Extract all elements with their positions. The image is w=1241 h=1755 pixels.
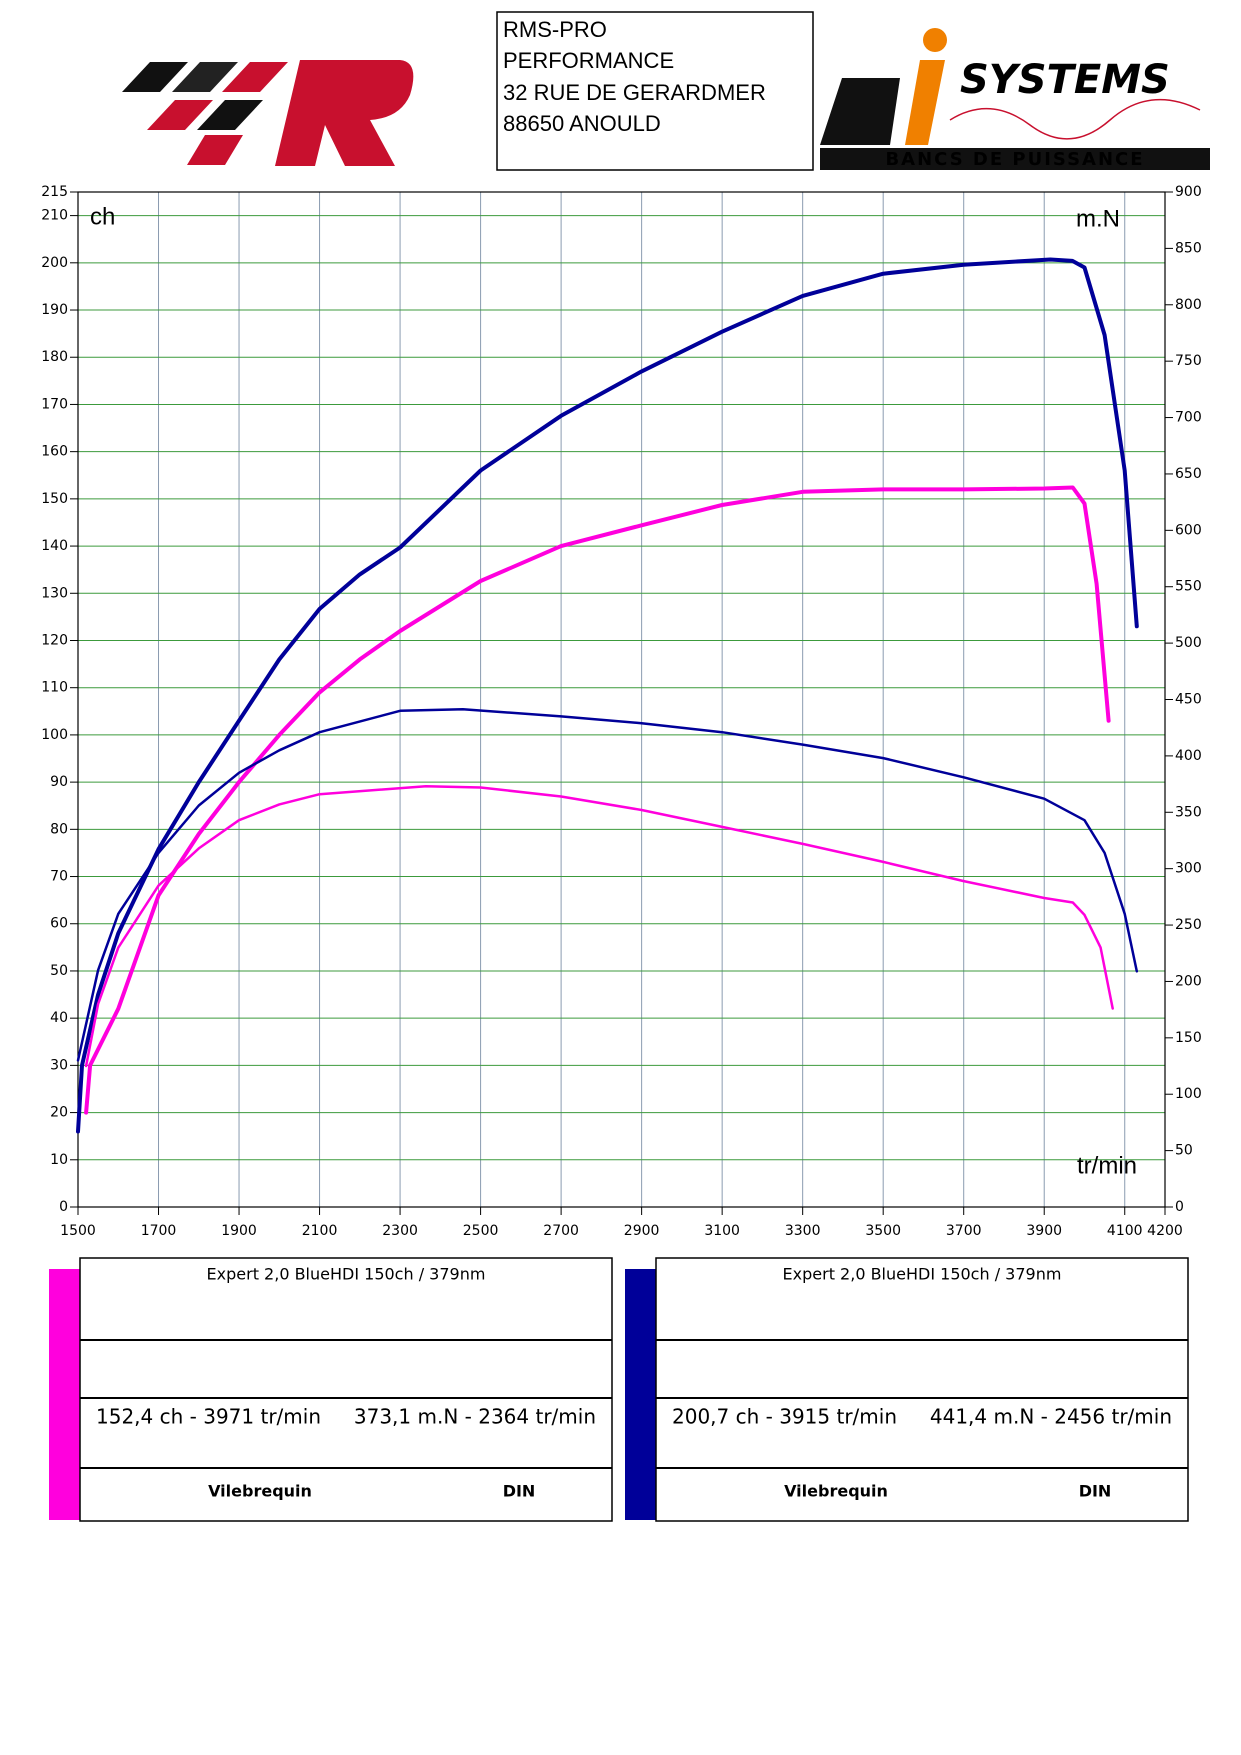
x-tick-label: 2300 <box>382 1223 418 1239</box>
x-tick-label: 3300 <box>785 1223 821 1239</box>
logo-right: SYSTEMS BANCS DE PUISSANCE <box>820 28 1210 170</box>
y-tick-label: 215 <box>41 184 68 200</box>
y2-tick-label: 400 <box>1175 748 1202 764</box>
series-line <box>76 257 1139 1134</box>
logo-left <box>122 60 414 166</box>
y2-tick-label: 450 <box>1175 692 1202 708</box>
y-tick-label: 190 <box>41 302 68 318</box>
y-tick-label: 100 <box>41 727 68 743</box>
x-tick-label: 2100 <box>302 1223 338 1239</box>
y2-tick-label: 750 <box>1175 353 1202 369</box>
x-tick-label: 2500 <box>463 1223 499 1239</box>
y2-tick-label: 0 <box>1175 1199 1184 1215</box>
y-tick-label: 170 <box>41 396 68 412</box>
plot-frame <box>77 191 1166 1208</box>
y-tick-label: 10 <box>50 1152 68 1168</box>
y-tick-label: 20 <box>50 1105 68 1121</box>
header-line: 32 RUE DE GERARDMER <box>503 80 766 105</box>
x-tick-label: 4100 <box>1107 1223 1143 1239</box>
y-axis-label: ch <box>90 203 115 230</box>
y-tick-label: 0 <box>59 1199 68 1215</box>
y-tick-label: 130 <box>41 585 68 601</box>
x-tick-label: 2700 <box>543 1223 579 1239</box>
y2-tick-label: 300 <box>1175 861 1202 877</box>
y-tick-label: 140 <box>41 538 68 554</box>
header-line: 88650 ANOULD <box>503 111 661 136</box>
y2-tick-label: 250 <box>1175 917 1202 933</box>
x-tick-label: 3700 <box>946 1223 982 1239</box>
x-tick-label: 3500 <box>865 1223 901 1239</box>
legend-title: Expert 2,0 BlueHDI 150ch / 379nm <box>207 1265 486 1284</box>
y2-tick-label: 900 <box>1175 184 1202 200</box>
logo-subtitle: BANCS DE PUISSANCE <box>885 149 1144 170</box>
x-tick-label: 1900 <box>221 1223 257 1239</box>
legend-mode: Vilebrequin <box>208 1482 312 1501</box>
y-tick-label: 120 <box>41 632 68 648</box>
legend-norm: DIN <box>503 1482 536 1501</box>
x-tick-label: 1500 <box>60 1223 96 1239</box>
legend-swatch <box>625 1269 656 1520</box>
legend-swatch <box>49 1269 80 1520</box>
legend-box <box>79 1257 613 1522</box>
x-axis-label: tr/min <box>1077 1152 1137 1179</box>
y2-tick-label: 500 <box>1175 635 1202 651</box>
y2-axis-label: m.N <box>1076 205 1120 232</box>
header-box <box>496 11 814 171</box>
x-tick-label: 4200 <box>1147 1223 1183 1239</box>
y-tick-label: 80 <box>50 821 68 837</box>
x-tick-label: 3100 <box>704 1223 740 1239</box>
y2-tick-label: 550 <box>1175 579 1202 595</box>
y2-tick-label: 100 <box>1175 1086 1202 1102</box>
legend-torque: 441,4 m.N - 2456 tr/min <box>930 1405 1172 1429</box>
legends: Expert 2,0 BlueHDI 150ch / 379nm 152,4 ch… <box>49 1257 1189 1522</box>
y-tick-label: 210 <box>41 208 68 224</box>
legend-power: 152,4 ch - 3971 tr/min <box>96 1405 321 1429</box>
x-tick-label: 2900 <box>624 1223 660 1239</box>
header-line: RMS-PRO <box>503 17 607 42</box>
y2-tick-label: 50 <box>1175 1143 1193 1159</box>
y-tick-label: 70 <box>50 869 68 885</box>
y2-tick-label: 700 <box>1175 410 1202 426</box>
y-tick-label: 30 <box>50 1057 68 1073</box>
y-tick-label: 90 <box>50 774 68 790</box>
y2-tick-label: 350 <box>1175 804 1202 820</box>
legend-power: 200,7 ch - 3915 tr/min <box>672 1405 897 1429</box>
series-line <box>84 485 1111 1115</box>
plot: 1500 1700 1900 2100 2300 2500 2700 2900 3100 3300… <box>41 184 1201 1239</box>
legend-box <box>655 1257 1189 1522</box>
y-tick-label: 150 <box>41 491 68 507</box>
logo-text: SYSTEMS <box>960 57 1170 103</box>
legend-norm: DIN <box>1079 1482 1112 1501</box>
series-line <box>84 784 1114 1068</box>
x-tick-label: 1700 <box>141 1223 177 1239</box>
y2-tick-label: 200 <box>1175 973 1202 989</box>
y-tick-label: 40 <box>50 1010 68 1026</box>
y-tick-label: 110 <box>41 680 68 696</box>
y2-tick-label: 650 <box>1175 466 1202 482</box>
y2-tick-label: 800 <box>1175 297 1202 313</box>
y-tick-label: 60 <box>50 916 68 932</box>
legend-torque: 373,1 m.N - 2364 tr/min <box>354 1405 596 1429</box>
x-tick-label: 3900 <box>1026 1223 1062 1239</box>
header-line: PERFORMANCE <box>503 48 674 73</box>
legend-title: Expert 2,0 BlueHDI 150ch / 379nm <box>783 1265 1062 1284</box>
y2-tick-label: 600 <box>1175 522 1202 538</box>
series-line <box>76 707 1139 1062</box>
y-tick-label: 200 <box>41 255 68 271</box>
y2-tick-label: 150 <box>1175 1030 1202 1046</box>
y2-tick-label: 850 <box>1175 240 1202 256</box>
legend-mode: Vilebrequin <box>784 1482 888 1501</box>
y-tick-label: 180 <box>41 349 68 365</box>
y-tick-label: 50 <box>50 963 68 979</box>
y-tick-label: 160 <box>41 444 68 460</box>
